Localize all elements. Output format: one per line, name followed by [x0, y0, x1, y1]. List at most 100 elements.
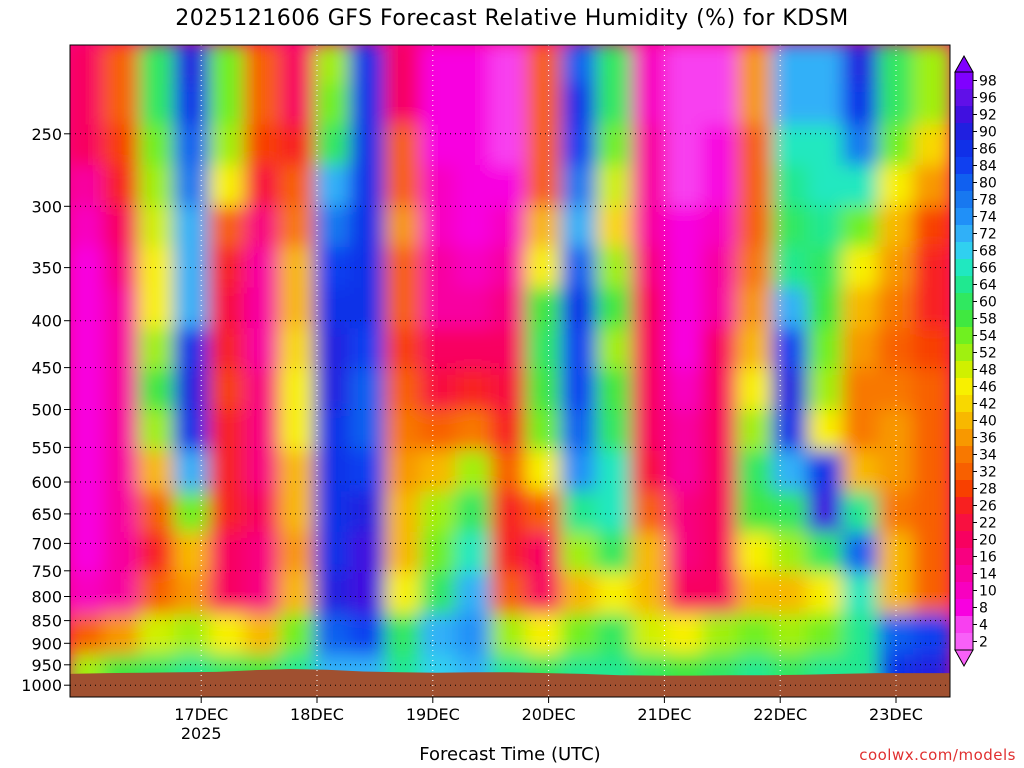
heatmap-cell	[912, 369, 950, 414]
heatmap-cell	[560, 287, 600, 333]
y-tick-label: 250	[31, 125, 62, 144]
heatmap-cell	[384, 328, 424, 374]
heatmap-cell	[173, 369, 213, 414]
heatmap-cell	[877, 369, 917, 414]
x-tick-label: 17DEC	[174, 705, 228, 724]
heatmap-cell	[631, 206, 671, 251]
heatmap-cell	[736, 124, 776, 170]
heatmap-cell	[70, 287, 108, 333]
heatmap-cell	[596, 165, 636, 211]
heatmap-cell	[807, 369, 847, 414]
heatmap-cell	[525, 246, 565, 292]
heatmap-cell	[772, 572, 812, 618]
heatmap-cell	[420, 532, 460, 577]
heatmap-cell	[384, 165, 424, 211]
heatmap-cell	[701, 45, 741, 88]
heatmap-cell	[244, 83, 284, 129]
heatmap-cell	[842, 124, 882, 170]
heatmap-cell	[525, 45, 565, 88]
colorbar-label: 80	[979, 176, 997, 192]
colorbar-swatch	[955, 276, 973, 294]
heatmap-cell	[560, 246, 600, 292]
heatmap-cell	[173, 532, 213, 577]
heatmap-cell	[842, 287, 882, 333]
colorbar-swatch	[955, 242, 973, 260]
colorbar-label: 90	[979, 125, 997, 141]
heatmap-cell	[384, 491, 424, 537]
heatmap-cell	[807, 124, 847, 170]
heatmap-cell	[912, 45, 950, 88]
heatmap-cell	[244, 409, 284, 455]
heatmap-cell	[70, 572, 108, 618]
x-tick-label: 20DEC	[522, 705, 576, 724]
heatmap-cell	[349, 369, 389, 414]
heatmap-cell	[631, 124, 671, 170]
heatmap-cell	[912, 572, 950, 618]
heatmap-cell	[666, 450, 706, 496]
heatmap-cell	[314, 83, 354, 129]
colorbar-label: 46	[979, 380, 997, 396]
heatmap-cell	[103, 165, 143, 211]
heatmap-cell	[772, 450, 812, 496]
heatmap-cell	[877, 83, 917, 129]
x-axis: 17DEC 18DEC 19DEC 20DEC 21DEC 22DEC 23DEC 2025	[174, 697, 923, 743]
heatmap-cell	[244, 124, 284, 170]
heatmap-cell	[912, 532, 950, 577]
heatmap-cell	[420, 124, 460, 170]
heatmap-cell	[701, 206, 741, 251]
heatmap-cell	[138, 532, 178, 577]
heatmap-cell	[666, 409, 706, 455]
y-axis: 250 300 350 400 450 500 550 600 650 700 750 800 850 9…	[21, 125, 70, 695]
heatmap-cell	[420, 369, 460, 414]
heatmap-cell	[525, 572, 565, 618]
heatmap-cell	[560, 124, 600, 170]
heatmap-cell	[384, 246, 424, 292]
heatmap-cell	[279, 206, 319, 251]
heatmap-cell	[772, 246, 812, 292]
heatmap-cell	[772, 369, 812, 414]
heatmap-cell	[490, 532, 530, 577]
heatmap-cell	[244, 45, 284, 88]
heatmap-cell	[173, 613, 213, 659]
heatmap-cell	[842, 246, 882, 292]
heatmap-cell	[525, 83, 565, 129]
heatmap-cell	[173, 287, 213, 333]
heatmap-cell	[666, 491, 706, 537]
y-tick-label: 350	[31, 259, 62, 278]
colorbar-label: 36	[979, 431, 997, 447]
colorbar-swatch	[955, 259, 973, 277]
heatmap-cell	[314, 287, 354, 333]
heatmap-cell	[490, 165, 530, 211]
credit-link[interactable]: coolwx.com/models	[859, 746, 1016, 764]
heatmap-cell	[666, 83, 706, 129]
heatmap-cell	[912, 83, 950, 129]
heatmap-cell	[912, 328, 950, 374]
heatmap-cell	[455, 83, 495, 129]
heatmap-cell	[912, 450, 950, 496]
colorbar-label: 40	[979, 414, 997, 430]
heatmap-cell	[138, 369, 178, 414]
colorbar-swatch	[955, 582, 973, 600]
heatmap-cell	[208, 409, 248, 455]
heatmap-cell	[138, 124, 178, 170]
heatmap-cell	[455, 369, 495, 414]
heatmap-cell	[631, 369, 671, 414]
heatmap-cell	[842, 45, 882, 88]
heatmap-cell	[103, 491, 143, 537]
heatmap-cell	[103, 532, 143, 577]
colorbar-label: 8	[979, 601, 988, 617]
heatmap-cell	[772, 165, 812, 211]
heatmap-cell	[455, 572, 495, 618]
heatmap-cell	[701, 532, 741, 577]
heatmap-cell	[349, 124, 389, 170]
heatmap-cell	[314, 572, 354, 618]
heatmap-cell	[279, 287, 319, 333]
y-tick-label: 300	[31, 197, 62, 216]
colorbar-swatch	[955, 616, 973, 634]
heatmap-cell	[349, 83, 389, 129]
colorbar-label: 68	[979, 244, 997, 260]
heatmap-cell	[70, 83, 108, 129]
heatmap-cell	[384, 287, 424, 333]
heatmap-cell	[384, 450, 424, 496]
heatmap-cell	[877, 450, 917, 496]
